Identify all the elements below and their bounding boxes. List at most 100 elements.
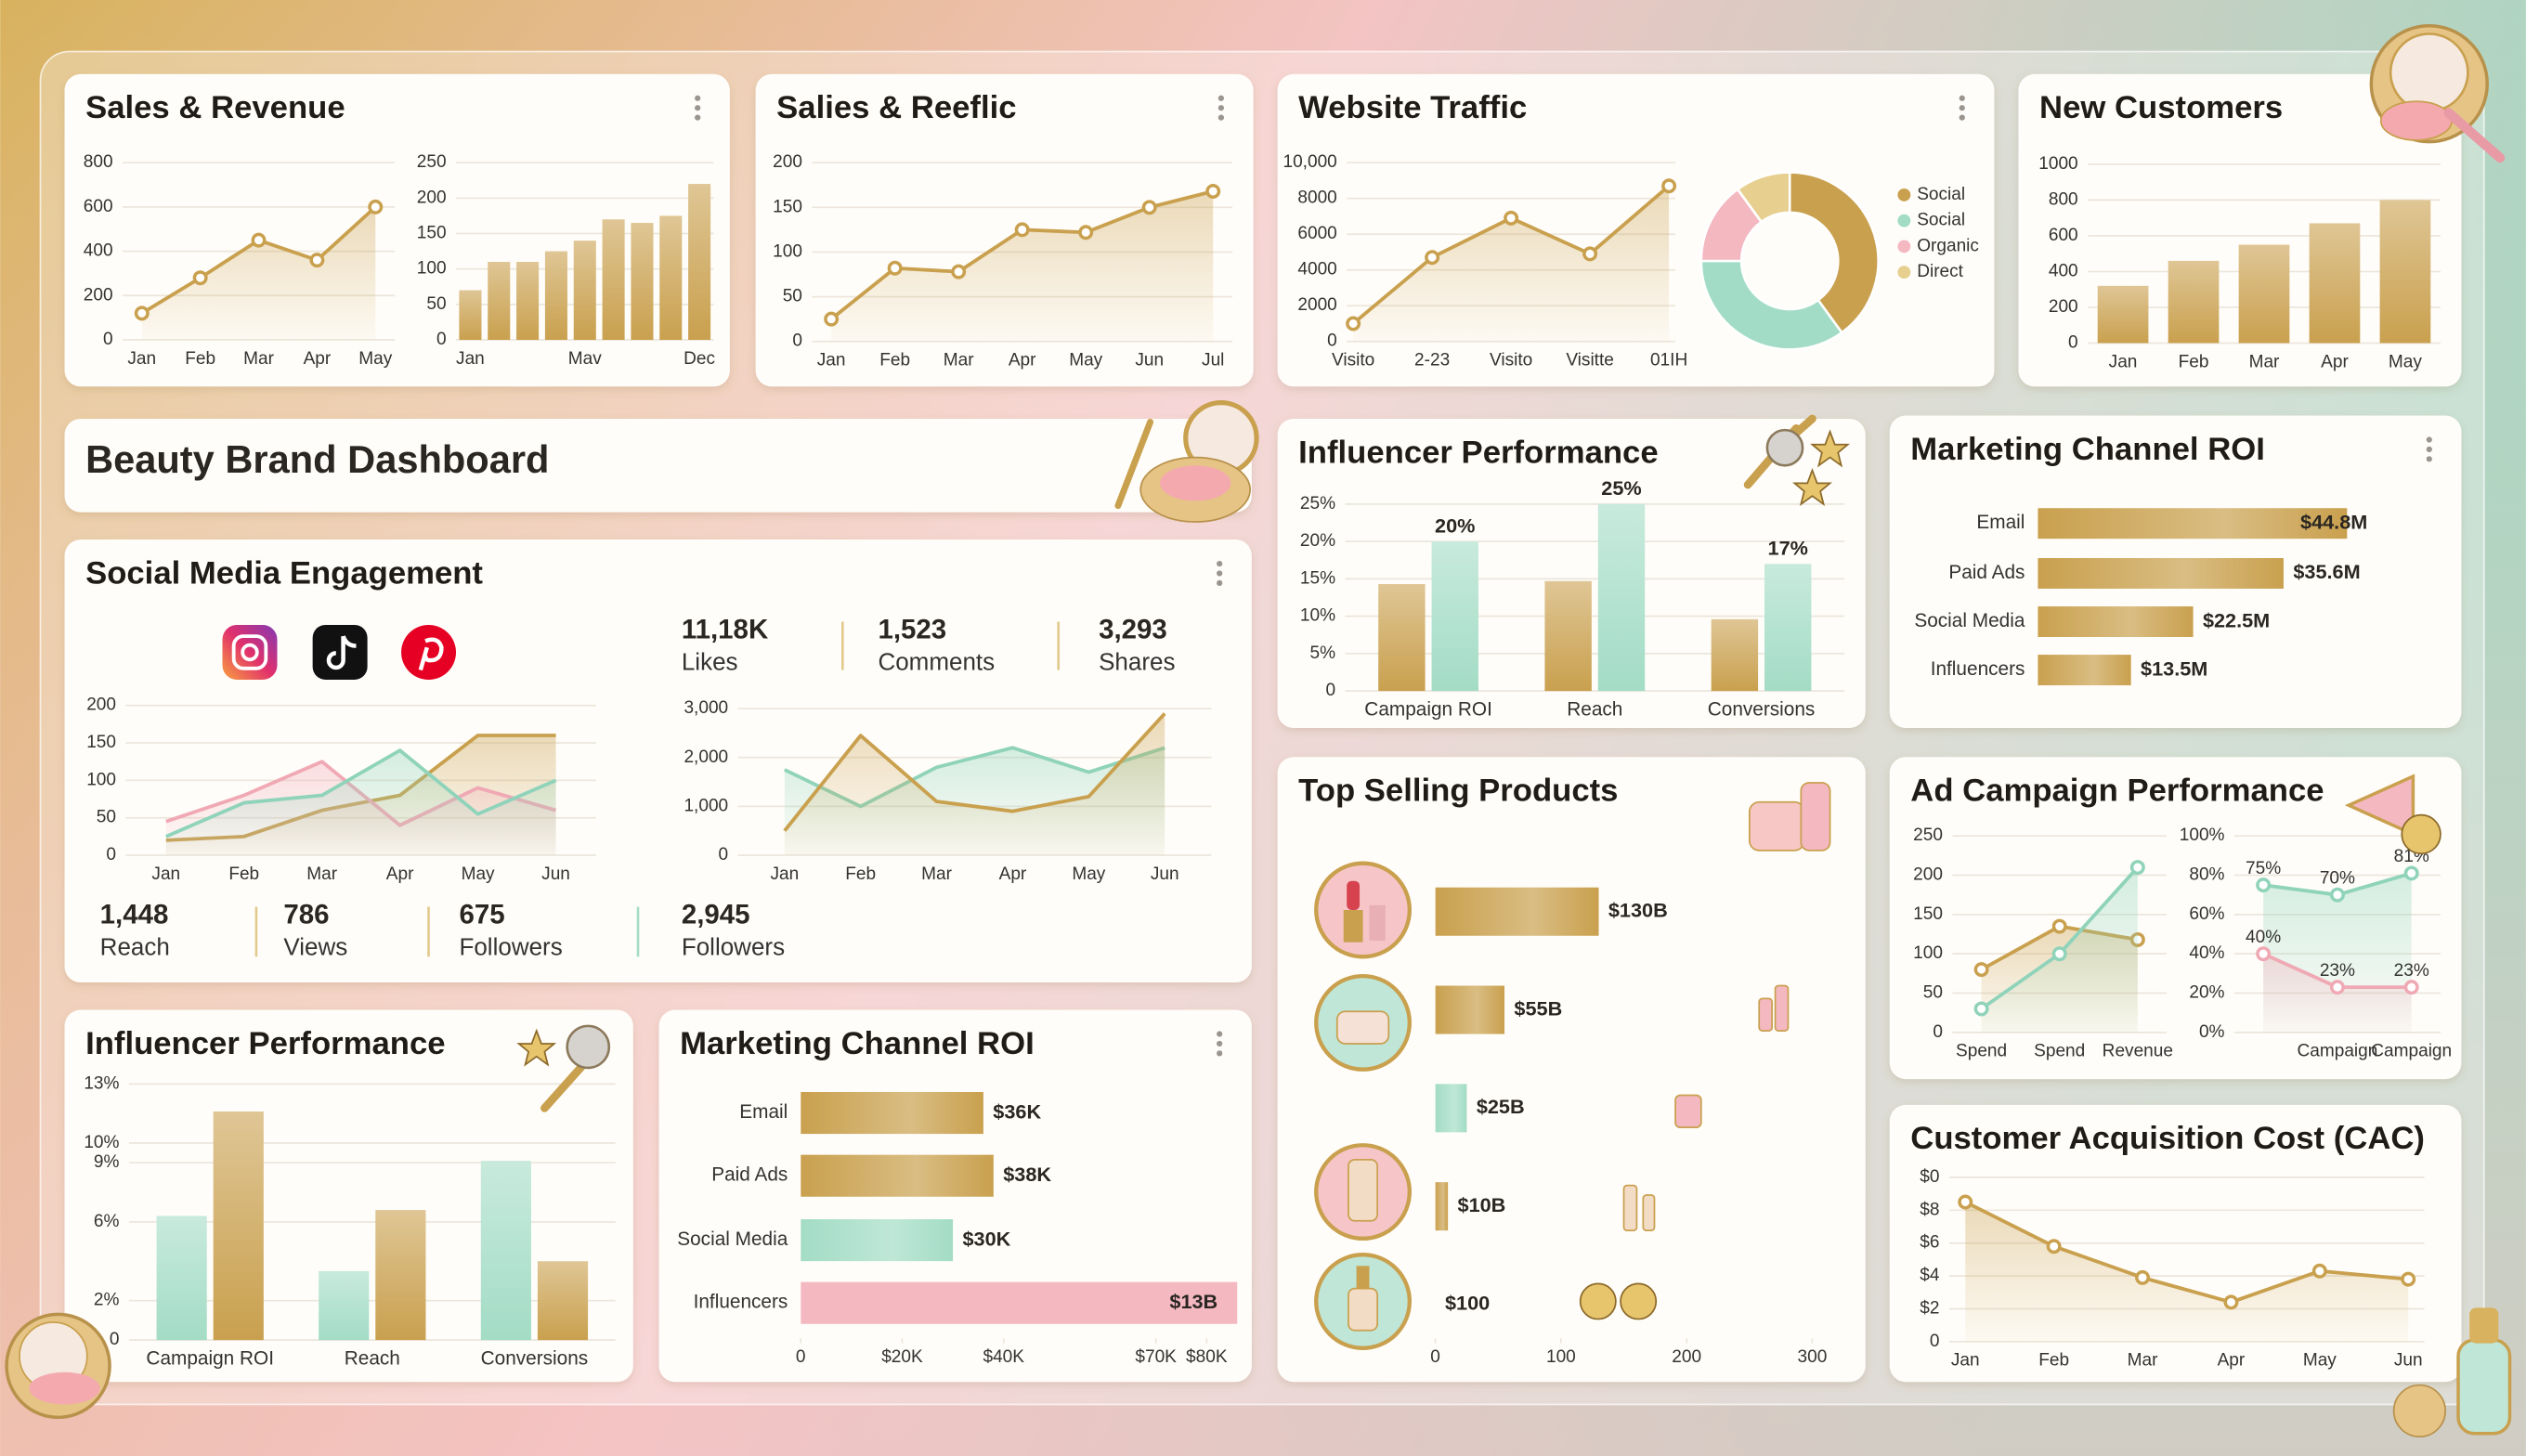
x-tick-label: 0	[796, 1347, 806, 1367]
compact-blush	[29, 1372, 100, 1405]
y-tick-label: 0	[103, 330, 113, 349]
point	[1958, 1194, 1973, 1210]
point	[2129, 860, 2145, 876]
tiktok-glyph	[326, 635, 357, 670]
x-tick-label: Mar	[2249, 352, 2280, 371]
panel-title: Influencer Performance	[1298, 435, 1658, 470]
y-tick-label: 10%	[1300, 606, 1335, 626]
data-label: $25B	[1477, 1095, 1525, 1118]
y-tick-label: 8000	[1297, 188, 1336, 208]
stat-label: Comments	[878, 647, 995, 675]
point	[2046, 1239, 2062, 1254]
stat-label: Shares	[1099, 647, 1175, 675]
legend-label: Direct	[1917, 262, 1963, 281]
data-label: $100	[1445, 1292, 1490, 1315]
menu-dot	[1217, 1031, 1223, 1037]
y-tick-label: 600	[2049, 226, 2078, 245]
y-tick-label: 800	[2049, 189, 2078, 209]
y-tick-label: $6	[1920, 1233, 1939, 1253]
panel-title: Marketing Channel ROI	[1910, 432, 2265, 467]
pinterest-glyph	[418, 637, 444, 671]
tube-icon	[1348, 1158, 1379, 1222]
instagram-glyph	[241, 643, 259, 662]
bar	[2038, 655, 2131, 686]
legend-label: Social	[1917, 185, 1965, 204]
bar	[659, 215, 683, 340]
y-tick-label: Paid Ads	[1948, 562, 2025, 583]
mini-icon	[1758, 997, 1773, 1032]
area	[831, 190, 1214, 342]
point	[2051, 918, 2067, 934]
bar	[801, 1281, 1238, 1324]
y-tick-label: 10,000	[1283, 152, 1336, 172]
data-label: $36K	[993, 1099, 1041, 1123]
x-tick-label: Mar	[921, 864, 952, 884]
x-tick-label: Jan	[1951, 1351, 1980, 1371]
lipstick-icon	[1369, 904, 1386, 941]
y-tick-label: 200	[773, 152, 802, 172]
dashboard-title: Beauty Brand Dashboard	[85, 437, 549, 481]
y-tick-label: 25%	[1300, 494, 1335, 514]
x-tick-label: Spend	[2034, 1042, 2085, 1061]
x-tick-label: Jan	[151, 864, 180, 884]
data-label: 25%	[1601, 476, 1641, 500]
y-tick-label: 0	[719, 845, 729, 864]
y-tick-label: 100%	[2180, 826, 2225, 845]
menu-dot	[695, 95, 701, 101]
bar	[2038, 606, 2194, 637]
x-tick-label: Jun	[541, 864, 570, 884]
y-tick-label: 50	[783, 287, 802, 306]
compact-blush	[1159, 465, 1231, 501]
stat-value: 11,18K	[682, 615, 769, 645]
x-tick-label: $70K	[1135, 1347, 1177, 1367]
y-tick-label: 6%	[94, 1212, 120, 1231]
data-label: $55B	[1514, 996, 1562, 1020]
panel-title: Ad Campaign Performance	[1910, 774, 2324, 809]
bar	[602, 219, 625, 340]
bar	[1435, 887, 1599, 936]
social-icons	[222, 624, 457, 680]
y-tick-label: Paid Ads	[711, 1164, 788, 1186]
star-icon	[1810, 429, 1851, 468]
y-tick-label: 10%	[84, 1133, 119, 1152]
line	[783, 712, 1166, 832]
x-tick-label: May	[2303, 1351, 2337, 1371]
brush-icon	[1114, 418, 1154, 510]
y-tick-label: 200	[86, 696, 116, 715]
data-label: $30K	[963, 1227, 1011, 1250]
point	[2311, 1263, 2327, 1279]
y-tick-label: Influencers	[694, 1292, 788, 1313]
y-tick-label: Social Media	[677, 1228, 788, 1250]
instagram-glyph	[231, 634, 268, 670]
dropper-icon	[1356, 1266, 1370, 1289]
bar	[544, 251, 567, 340]
menu-dot	[1959, 114, 1965, 121]
menu-dot	[695, 105, 701, 111]
x-tick-label: Reach	[1567, 698, 1622, 720]
lipstick-icon	[1343, 910, 1363, 942]
x-tick-label: Jan	[817, 351, 846, 370]
x-tick-label: 300	[1798, 1347, 1828, 1367]
bar	[375, 1210, 426, 1341]
y-tick-label: 9%	[94, 1152, 120, 1172]
y-tick-label: 250	[417, 152, 447, 172]
point	[951, 264, 967, 280]
y-tick-label: $8	[1920, 1200, 1939, 1219]
x-tick-label: Visito	[1490, 351, 1532, 370]
panel-title: Salies & Reeflic	[776, 90, 1016, 125]
point	[368, 199, 384, 214]
bar	[2097, 285, 2149, 344]
panel-title: Website Traffic	[1298, 90, 1527, 125]
x-tick-label: Conversions	[481, 1347, 589, 1369]
x-tick-label: May	[462, 864, 495, 884]
panel-title: Top Selling Products	[1298, 774, 1618, 809]
y-tick-label: 150	[417, 224, 447, 243]
data-label: $35.6M	[2293, 560, 2360, 583]
x-tick-label: Campaign ROI	[146, 1347, 274, 1369]
data-label: $22.5M	[2203, 608, 2270, 631]
panel	[64, 540, 1252, 983]
slice	[1699, 259, 1844, 351]
y-tick-label: 0	[1327, 332, 1337, 351]
y-tick-label: 200	[84, 285, 113, 305]
data-label: 23%	[2394, 961, 2429, 981]
